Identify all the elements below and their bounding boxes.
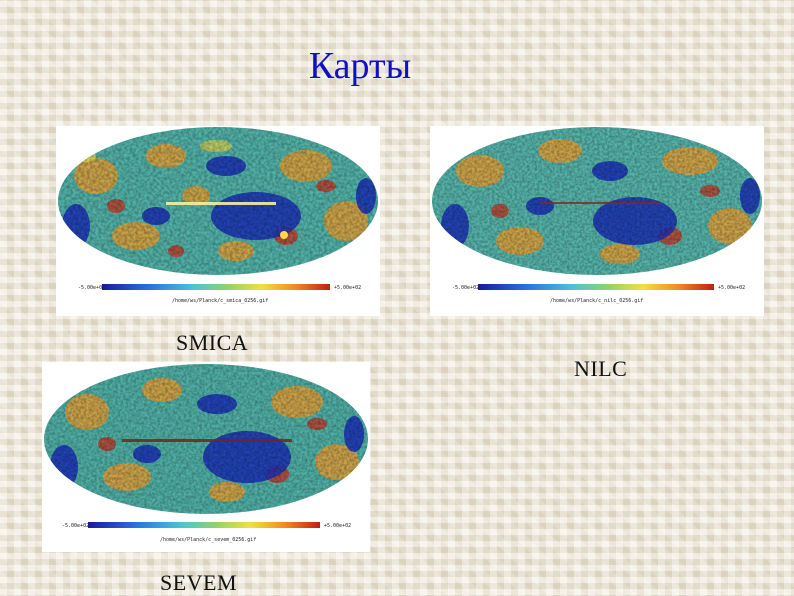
sky-map-sevem: -5.00e+02 +5.00e+02 /home/ws/Planck/c_se… [44,364,368,543]
scale-min-label: -5.00e+02 [78,285,105,291]
scale-min-label: -5.00e+02 [62,523,89,529]
scale-max-label: +5.00e+02 [718,285,745,291]
file-label: /home/ws/Planck/c_sevem_0256.gif [160,537,256,543]
caption-smica: SMICA [176,330,249,355]
scale-max-label: +5.00e+02 [324,523,351,529]
map-panel-sevem: -5.00e+02 +5.00e+02 /home/ws/Planck/c_se… [42,362,370,552]
map-panel-nilc: -5.00e+02 +5.00e+02 /home/ws/Planck/c_ni… [430,126,764,316]
caption-sevem: SEVEM [160,570,238,595]
scale-max-label: +5.00e+02 [334,285,361,291]
slide-title: Карты [308,45,412,87]
file-label: /home/ws/Planck/c_smica_0256.gif [172,298,268,304]
scale-min-label: -5.00e+02 [452,285,479,291]
map-panel-smica: -5.00e+02 +5.00e+02 /home/ws/Planck/c_sm… [56,126,380,316]
file-label: /home/ws/Planck/c_nilc_0256.gif [550,298,643,304]
caption-nilc: NILC [574,356,628,381]
sky-map-smica: -5.00e+02 +5.00e+02 /home/ws/Planck/c_sm… [58,127,378,304]
sky-map-nilc: -5.00e+02 +5.00e+02 /home/ws/Planck/c_ni… [432,127,762,304]
